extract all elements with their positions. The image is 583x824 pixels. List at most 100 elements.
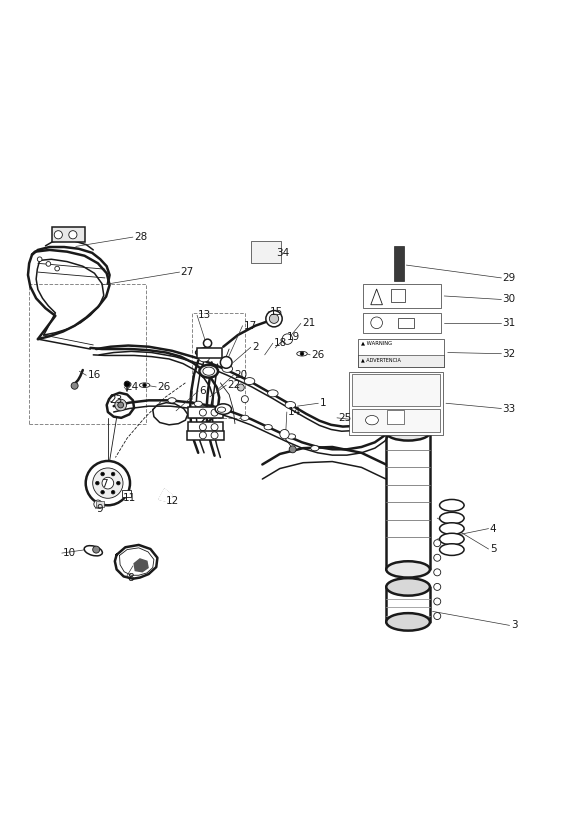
- Bar: [251, 241, 281, 264]
- Ellipse shape: [297, 351, 307, 356]
- Text: 33: 33: [503, 404, 516, 414]
- Polygon shape: [371, 289, 382, 305]
- Text: 26: 26: [311, 350, 325, 360]
- Circle shape: [203, 339, 212, 347]
- Circle shape: [199, 409, 206, 416]
- Ellipse shape: [440, 533, 464, 545]
- Circle shape: [94, 500, 102, 508]
- Ellipse shape: [264, 424, 272, 430]
- Text: 4: 4: [490, 523, 496, 534]
- Circle shape: [300, 352, 304, 355]
- Text: 10: 10: [63, 548, 76, 558]
- Circle shape: [434, 598, 441, 605]
- Circle shape: [96, 481, 99, 485]
- Ellipse shape: [386, 561, 430, 578]
- Bar: [363, 313, 441, 333]
- Text: 26: 26: [157, 382, 171, 392]
- Bar: [363, 284, 441, 307]
- Bar: [349, 372, 443, 435]
- Text: 18: 18: [274, 338, 287, 349]
- Circle shape: [266, 311, 282, 327]
- Ellipse shape: [139, 383, 150, 387]
- Circle shape: [434, 540, 441, 546]
- Ellipse shape: [311, 446, 319, 451]
- Text: 24: 24: [125, 382, 139, 392]
- Bar: [358, 339, 444, 367]
- Ellipse shape: [386, 578, 430, 596]
- Bar: [187, 431, 224, 440]
- Text: 11: 11: [122, 493, 136, 503]
- Circle shape: [111, 490, 115, 494]
- Circle shape: [434, 612, 441, 620]
- Text: 30: 30: [503, 294, 516, 305]
- Ellipse shape: [84, 545, 103, 556]
- Circle shape: [86, 461, 130, 505]
- Ellipse shape: [440, 522, 464, 535]
- Ellipse shape: [203, 368, 215, 375]
- Ellipse shape: [366, 415, 378, 425]
- Text: 22: 22: [227, 380, 241, 391]
- Bar: [188, 422, 223, 433]
- Text: 19: 19: [287, 332, 300, 343]
- Bar: [197, 348, 222, 358]
- Ellipse shape: [268, 390, 278, 397]
- Ellipse shape: [194, 401, 202, 406]
- Circle shape: [211, 409, 218, 416]
- Ellipse shape: [287, 434, 296, 439]
- Bar: [394, 246, 404, 281]
- Ellipse shape: [195, 348, 216, 357]
- Circle shape: [46, 261, 51, 266]
- Text: 34: 34: [276, 248, 290, 258]
- Bar: [387, 410, 404, 424]
- Text: 3: 3: [511, 620, 517, 630]
- Circle shape: [199, 432, 206, 439]
- Circle shape: [237, 384, 244, 391]
- Circle shape: [93, 468, 123, 499]
- Circle shape: [241, 396, 248, 403]
- Bar: [96, 501, 104, 507]
- Ellipse shape: [440, 513, 464, 524]
- Bar: [29, 283, 146, 424]
- Text: 13: 13: [198, 310, 212, 321]
- Ellipse shape: [386, 424, 430, 441]
- Text: 31: 31: [503, 318, 516, 328]
- Ellipse shape: [386, 613, 430, 630]
- Ellipse shape: [217, 407, 226, 412]
- Circle shape: [117, 481, 120, 485]
- Text: ▲ WARNING: ▲ WARNING: [361, 341, 392, 346]
- Text: 20: 20: [234, 370, 248, 380]
- Text: 15: 15: [269, 307, 283, 316]
- Bar: [352, 374, 440, 405]
- Ellipse shape: [199, 365, 218, 377]
- Circle shape: [37, 257, 42, 261]
- Circle shape: [211, 432, 218, 439]
- Circle shape: [54, 231, 62, 239]
- Circle shape: [199, 424, 206, 431]
- Circle shape: [55, 266, 59, 271]
- Circle shape: [220, 357, 232, 368]
- Circle shape: [280, 429, 289, 439]
- Ellipse shape: [222, 365, 233, 372]
- Text: 21: 21: [302, 318, 315, 329]
- Bar: [192, 313, 245, 418]
- Bar: [188, 407, 223, 418]
- Ellipse shape: [241, 415, 249, 420]
- Polygon shape: [134, 559, 148, 572]
- Text: 6: 6: [199, 386, 206, 396]
- Text: 5: 5: [490, 544, 496, 554]
- Circle shape: [115, 399, 127, 411]
- Text: ▲ ADVERTENCIA: ▲ ADVERTENCIA: [361, 357, 401, 363]
- Circle shape: [102, 477, 114, 489]
- Text: 27: 27: [181, 267, 194, 277]
- Circle shape: [371, 317, 382, 329]
- Circle shape: [93, 546, 100, 553]
- Circle shape: [118, 402, 124, 408]
- Text: 12: 12: [166, 495, 179, 506]
- Circle shape: [101, 472, 104, 475]
- Bar: [398, 317, 414, 328]
- Text: 32: 32: [503, 349, 516, 358]
- Bar: [358, 355, 444, 367]
- Text: 28: 28: [134, 232, 147, 242]
- Circle shape: [434, 583, 441, 591]
- Ellipse shape: [440, 499, 464, 511]
